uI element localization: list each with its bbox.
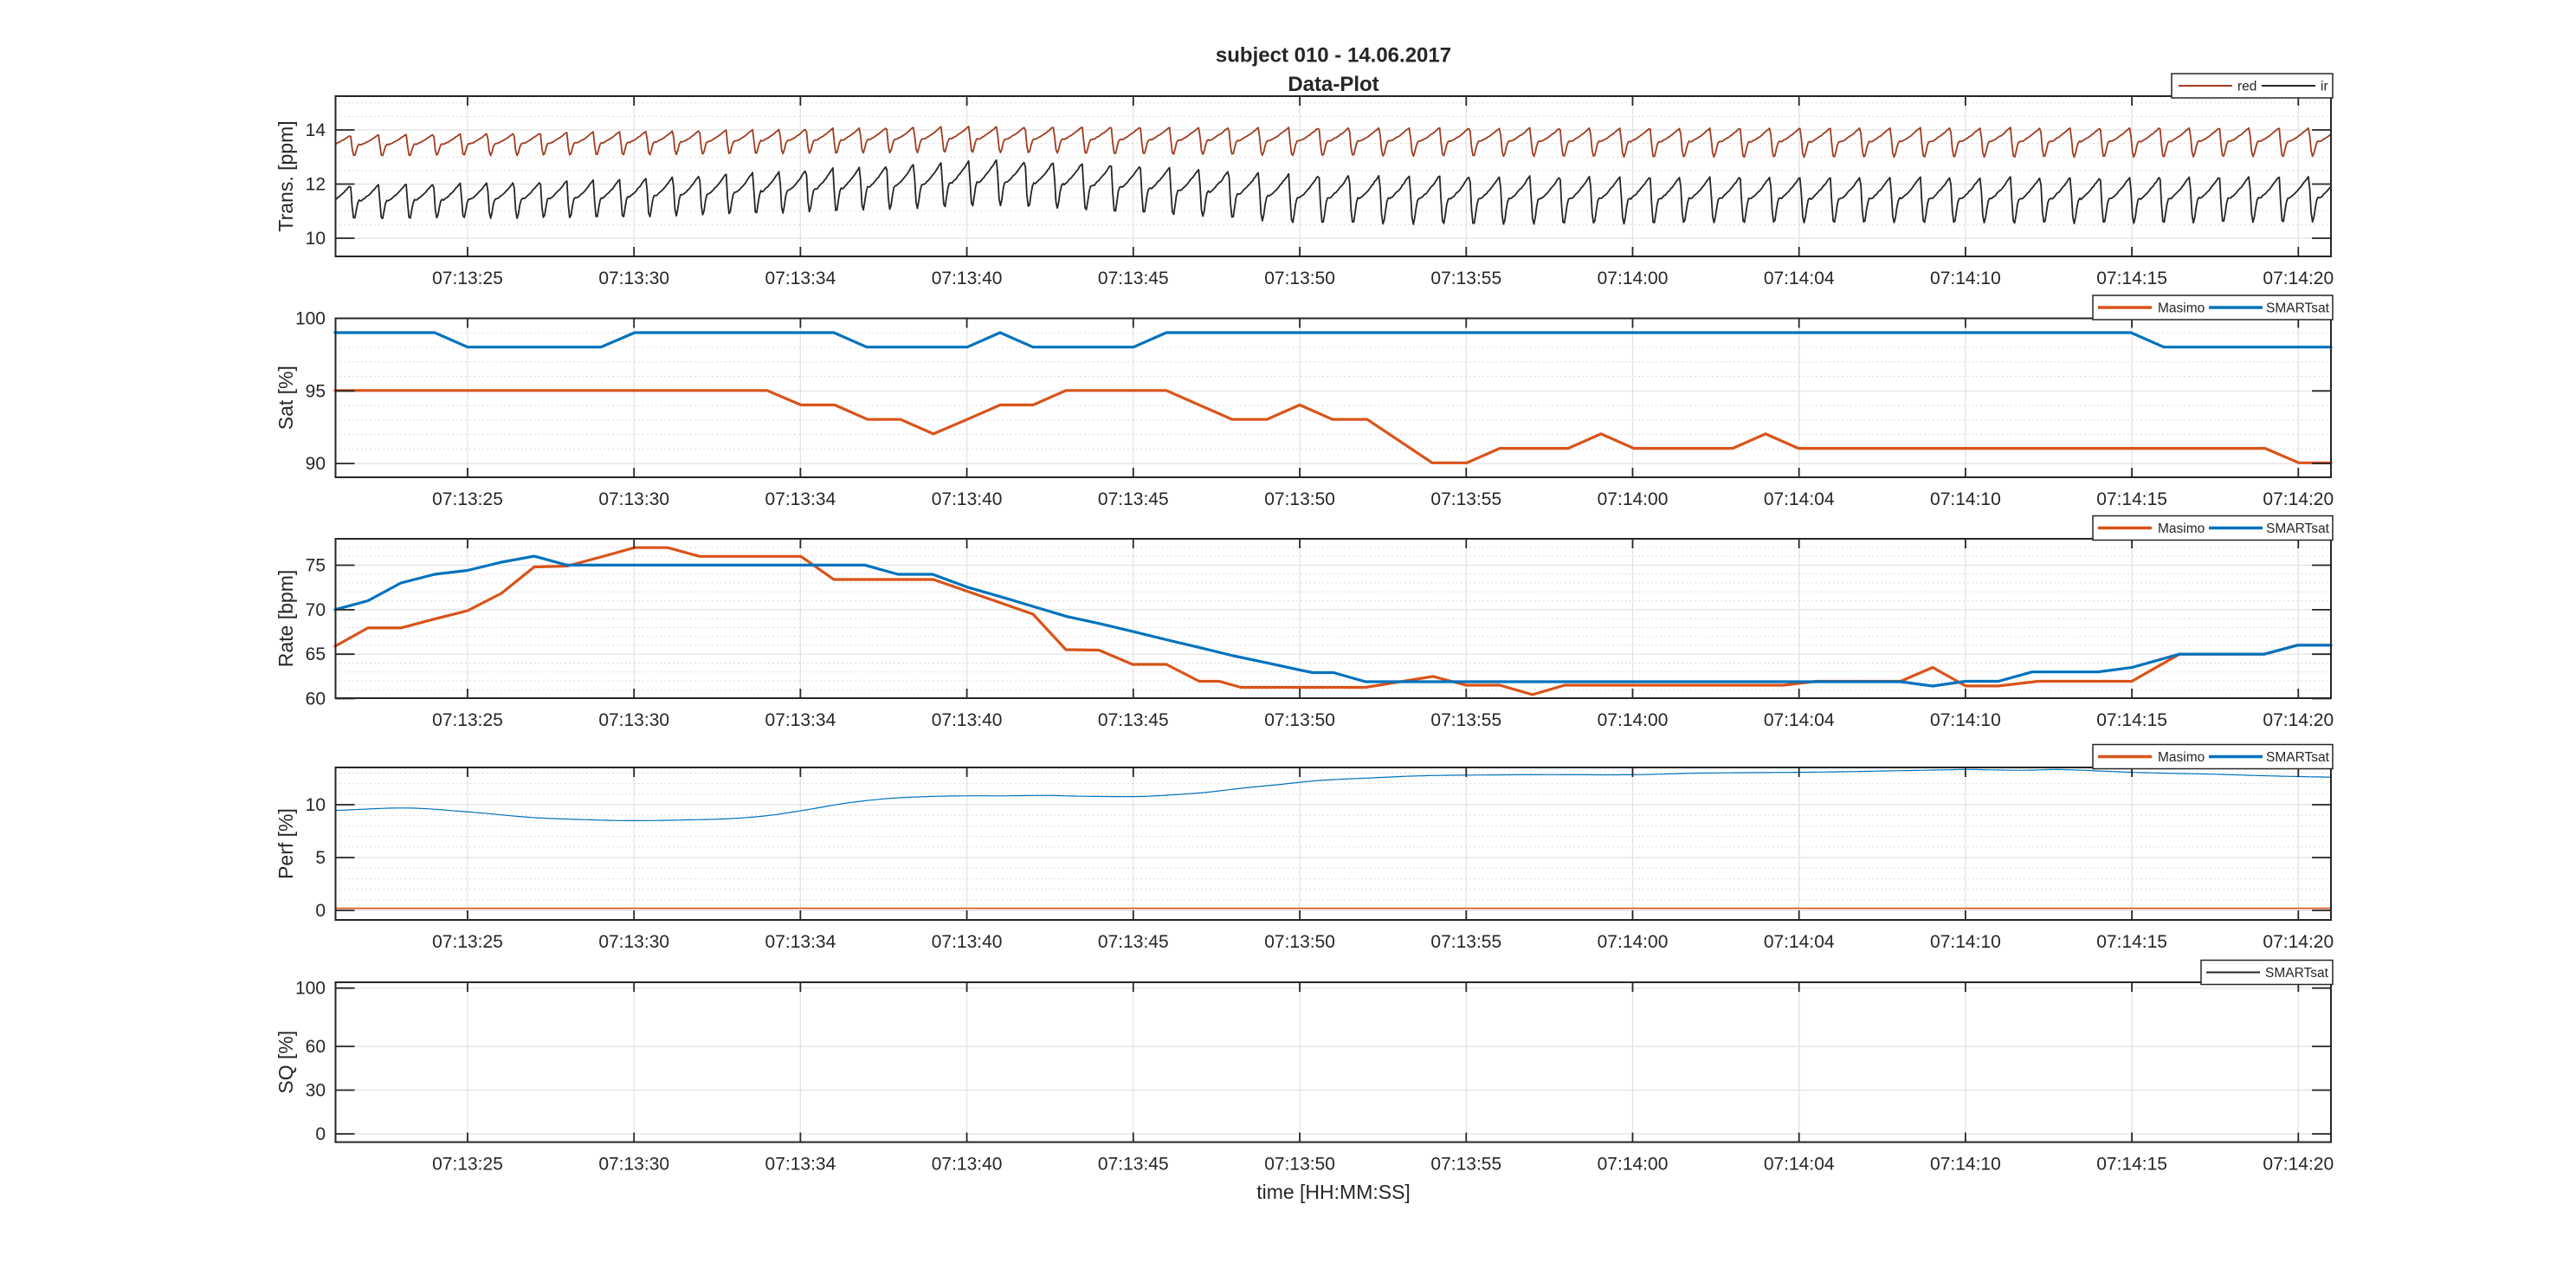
- svg-text:time [HH:MM:SS]: time [HH:MM:SS]: [1256, 1181, 1411, 1203]
- svg-text:07:13:34: 07:13:34: [765, 1155, 836, 1175]
- svg-text:07:13:40: 07:13:40: [932, 710, 1003, 730]
- svg-text:07:14:10: 07:14:10: [1930, 710, 2001, 730]
- svg-text:10: 10: [306, 229, 326, 249]
- svg-text:07:14:00: 07:14:00: [1598, 489, 1669, 509]
- svg-text:07:13:25: 07:13:25: [432, 489, 503, 509]
- svg-text:100: 100: [295, 309, 326, 329]
- svg-text:07:14:10: 07:14:10: [1930, 1155, 2001, 1175]
- svg-text:red: red: [2237, 80, 2256, 94]
- svg-text:07:14:20: 07:14:20: [2263, 489, 2334, 509]
- svg-text:07:13:34: 07:13:34: [765, 932, 836, 952]
- svg-text:07:13:50: 07:13:50: [1264, 710, 1335, 730]
- svg-text:07:14:15: 07:14:15: [2096, 932, 2167, 952]
- svg-text:07:13:45: 07:13:45: [1098, 1155, 1169, 1175]
- svg-text:07:13:50: 07:13:50: [1264, 269, 1335, 288]
- svg-text:Trans. [ppm]: Trans. [ppm]: [274, 120, 297, 231]
- svg-text:100: 100: [295, 979, 326, 999]
- svg-text:10: 10: [306, 795, 326, 815]
- svg-text:07:13:40: 07:13:40: [932, 932, 1003, 952]
- svg-text:07:13:30: 07:13:30: [598, 489, 669, 509]
- svg-text:75: 75: [306, 556, 326, 576]
- svg-text:07:13:40: 07:13:40: [932, 269, 1003, 288]
- svg-text:12: 12: [306, 175, 326, 195]
- svg-text:07:13:45: 07:13:45: [1098, 489, 1169, 509]
- svg-text:07:13:55: 07:13:55: [1430, 710, 1501, 730]
- svg-text:07:14:20: 07:14:20: [2263, 1155, 2334, 1175]
- svg-text:SMARTsat: SMARTsat: [2265, 966, 2329, 981]
- svg-text:07:14:15: 07:14:15: [2096, 1155, 2167, 1175]
- svg-text:65: 65: [306, 644, 326, 664]
- svg-text:95: 95: [306, 381, 326, 401]
- svg-text:07:13:55: 07:13:55: [1430, 489, 1501, 509]
- svg-text:SQ [%]: SQ [%]: [274, 1031, 297, 1094]
- svg-text:Masimo: Masimo: [2158, 750, 2205, 765]
- svg-text:07:13:25: 07:13:25: [432, 710, 503, 730]
- svg-text:07:13:50: 07:13:50: [1264, 1155, 1335, 1175]
- svg-text:07:14:20: 07:14:20: [2263, 932, 2334, 952]
- svg-text:07:13:34: 07:13:34: [765, 489, 836, 509]
- svg-text:07:14:15: 07:14:15: [2096, 269, 2167, 288]
- svg-text:07:14:00: 07:14:00: [1598, 1155, 1669, 1175]
- svg-text:Masimo: Masimo: [2158, 301, 2205, 316]
- svg-text:07:14:15: 07:14:15: [2096, 489, 2167, 509]
- svg-text:SMARTsat: SMARTsat: [2266, 750, 2330, 765]
- svg-text:07:13:50: 07:13:50: [1264, 932, 1335, 952]
- svg-text:07:14:10: 07:14:10: [1930, 489, 2001, 509]
- svg-text:07:14:10: 07:14:10: [1930, 932, 2001, 952]
- svg-text:07:14:00: 07:14:00: [1598, 269, 1669, 288]
- svg-text:07:14:04: 07:14:04: [1764, 489, 1835, 509]
- svg-text:07:13:45: 07:13:45: [1098, 269, 1169, 288]
- svg-text:Sat [%]: Sat [%]: [274, 366, 297, 430]
- svg-text:Perf [%]: Perf [%]: [274, 808, 297, 879]
- svg-text:07:13:45: 07:13:45: [1098, 932, 1169, 952]
- svg-text:07:14:20: 07:14:20: [2263, 269, 2334, 288]
- svg-text:07:13:45: 07:13:45: [1098, 710, 1169, 730]
- svg-text:07:13:25: 07:13:25: [432, 932, 503, 952]
- svg-text:07:13:25: 07:13:25: [432, 1155, 503, 1175]
- svg-text:07:13:55: 07:13:55: [1430, 269, 1501, 288]
- svg-text:07:13:40: 07:13:40: [932, 1155, 1003, 1175]
- svg-text:07:13:30: 07:13:30: [598, 932, 669, 952]
- svg-text:07:14:10: 07:14:10: [1930, 269, 2001, 288]
- svg-text:07:13:50: 07:13:50: [1264, 489, 1335, 509]
- svg-text:07:13:40: 07:13:40: [932, 489, 1003, 509]
- svg-text:90: 90: [306, 454, 326, 474]
- svg-text:SMARTsat: SMARTsat: [2266, 521, 2330, 536]
- svg-text:60: 60: [306, 1037, 326, 1057]
- svg-text:07:13:55: 07:13:55: [1430, 1155, 1501, 1175]
- svg-text:30: 30: [306, 1081, 326, 1101]
- svg-text:07:14:20: 07:14:20: [2263, 710, 2334, 730]
- svg-text:SMARTsat: SMARTsat: [2266, 301, 2330, 316]
- svg-text:07:13:55: 07:13:55: [1430, 932, 1501, 952]
- svg-text:07:14:04: 07:14:04: [1764, 269, 1835, 288]
- svg-text:5: 5: [315, 848, 326, 868]
- svg-text:07:14:04: 07:14:04: [1764, 932, 1835, 952]
- svg-text:07:13:34: 07:13:34: [765, 710, 836, 730]
- svg-text:70: 70: [306, 600, 326, 620]
- svg-text:07:13:25: 07:13:25: [432, 269, 503, 288]
- svg-text:Rate [bpm]: Rate [bpm]: [274, 570, 297, 668]
- svg-text:14: 14: [306, 120, 326, 140]
- svg-text:0: 0: [315, 1124, 326, 1144]
- svg-text:07:14:04: 07:14:04: [1764, 710, 1835, 730]
- svg-text:07:14:00: 07:14:00: [1598, 932, 1669, 952]
- svg-text:07:13:30: 07:13:30: [598, 710, 669, 730]
- svg-text:07:14:04: 07:14:04: [1764, 1155, 1835, 1175]
- svg-text:07:14:15: 07:14:15: [2096, 710, 2167, 730]
- svg-text:60: 60: [306, 690, 326, 709]
- svg-text:07:13:34: 07:13:34: [765, 269, 836, 288]
- svg-text:07:13:30: 07:13:30: [598, 269, 669, 288]
- svg-text:subject 010 - 14.06.2017: subject 010 - 14.06.2017: [1216, 44, 1451, 68]
- svg-text:07:13:30: 07:13:30: [598, 1155, 669, 1175]
- svg-text:ir: ir: [2321, 80, 2328, 94]
- svg-text:Data-Plot: Data-Plot: [1288, 73, 1378, 96]
- svg-text:0: 0: [315, 901, 326, 921]
- svg-text:07:14:00: 07:14:00: [1598, 710, 1669, 730]
- svg-text:Masimo: Masimo: [2158, 521, 2205, 536]
